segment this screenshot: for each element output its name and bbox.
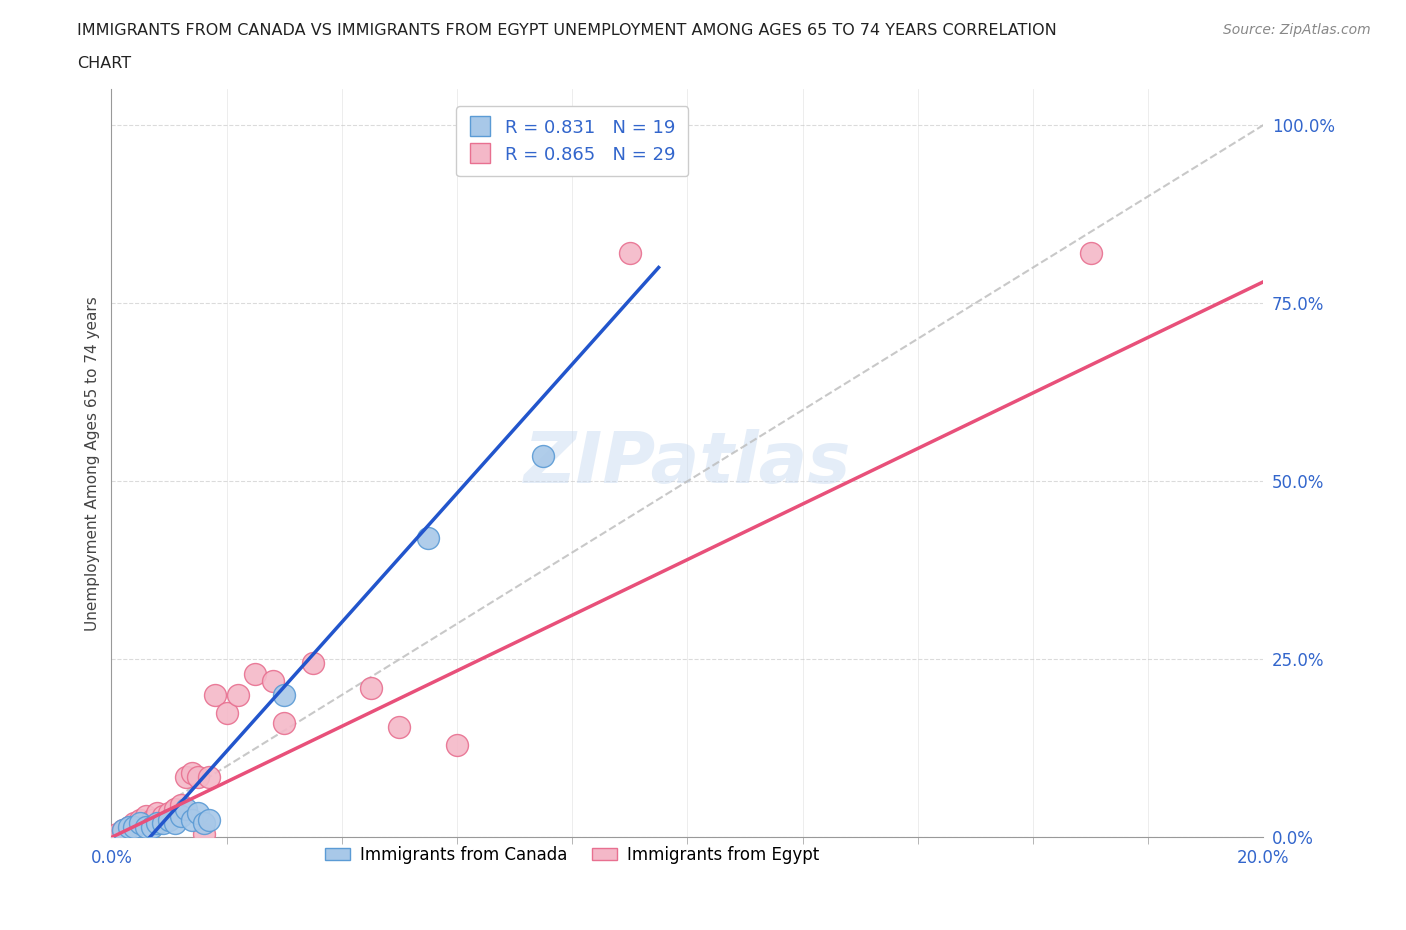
- Point: [141, 812, 163, 827]
- Point: [204, 687, 226, 702]
- Point: [193, 816, 215, 830]
- Point: [163, 816, 186, 830]
- Point: [124, 819, 146, 834]
- Point: [118, 819, 141, 834]
- Point: [135, 819, 157, 834]
- Point: [174, 769, 197, 784]
- Point: [302, 656, 325, 671]
- Point: [169, 809, 191, 824]
- Point: [124, 816, 146, 830]
- Point: [181, 812, 204, 827]
- Point: [446, 737, 468, 752]
- Point: [388, 720, 411, 735]
- Point: [1080, 246, 1102, 260]
- Point: [418, 531, 440, 546]
- Point: [118, 819, 141, 834]
- Point: [146, 805, 169, 820]
- Point: [531, 449, 554, 464]
- Point: [105, 827, 128, 842]
- Point: [157, 812, 180, 827]
- Point: [129, 812, 152, 827]
- Point: [360, 681, 382, 696]
- Point: [273, 687, 295, 702]
- Point: [226, 687, 249, 702]
- Point: [129, 816, 152, 830]
- Point: [181, 766, 204, 781]
- Point: [111, 823, 134, 838]
- Point: [141, 819, 163, 834]
- Point: [245, 666, 267, 681]
- Point: [152, 816, 174, 830]
- Point: [163, 802, 186, 817]
- Point: [262, 673, 284, 688]
- Point: [273, 716, 295, 731]
- Point: [111, 823, 134, 838]
- Point: [215, 705, 238, 720]
- Point: [193, 827, 215, 842]
- Point: [169, 798, 191, 813]
- Point: [135, 809, 157, 824]
- Point: [187, 805, 209, 820]
- Text: Source: ZipAtlas.com: Source: ZipAtlas.com: [1223, 23, 1371, 37]
- Legend: Immigrants from Canada, Immigrants from Egypt: Immigrants from Canada, Immigrants from …: [318, 839, 827, 870]
- Point: [198, 812, 221, 827]
- Point: [152, 809, 174, 824]
- Text: CHART: CHART: [77, 56, 131, 71]
- Point: [174, 802, 197, 817]
- Text: IMMIGRANTS FROM CANADA VS IMMIGRANTS FROM EGYPT UNEMPLOYMENT AMONG AGES 65 TO 74: IMMIGRANTS FROM CANADA VS IMMIGRANTS FRO…: [77, 23, 1057, 38]
- Y-axis label: Unemployment Among Ages 65 to 74 years: Unemployment Among Ages 65 to 74 years: [86, 296, 100, 631]
- Point: [146, 816, 169, 830]
- Point: [198, 769, 221, 784]
- Point: [619, 246, 641, 260]
- Point: [157, 805, 180, 820]
- Point: [187, 769, 209, 784]
- Text: ZIPatlas: ZIPatlas: [523, 429, 851, 498]
